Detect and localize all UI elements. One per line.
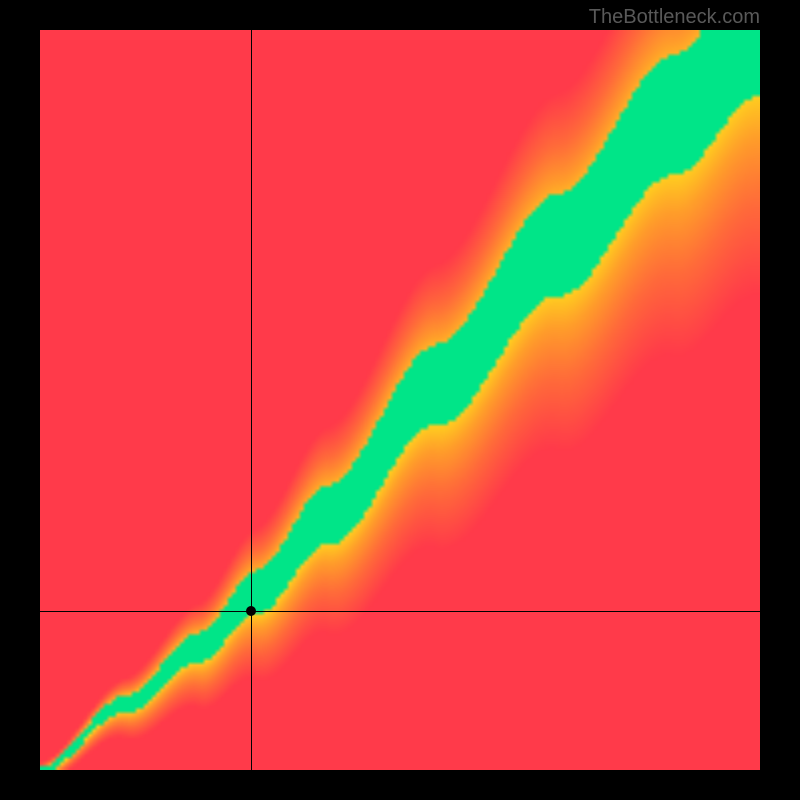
crosshair-vertical	[251, 30, 252, 770]
crosshair-marker	[246, 606, 256, 616]
heatmap-plot	[40, 30, 760, 770]
crosshair-horizontal	[40, 611, 760, 612]
watermark: TheBottleneck.com	[589, 6, 760, 29]
heatmap-canvas	[40, 30, 760, 770]
